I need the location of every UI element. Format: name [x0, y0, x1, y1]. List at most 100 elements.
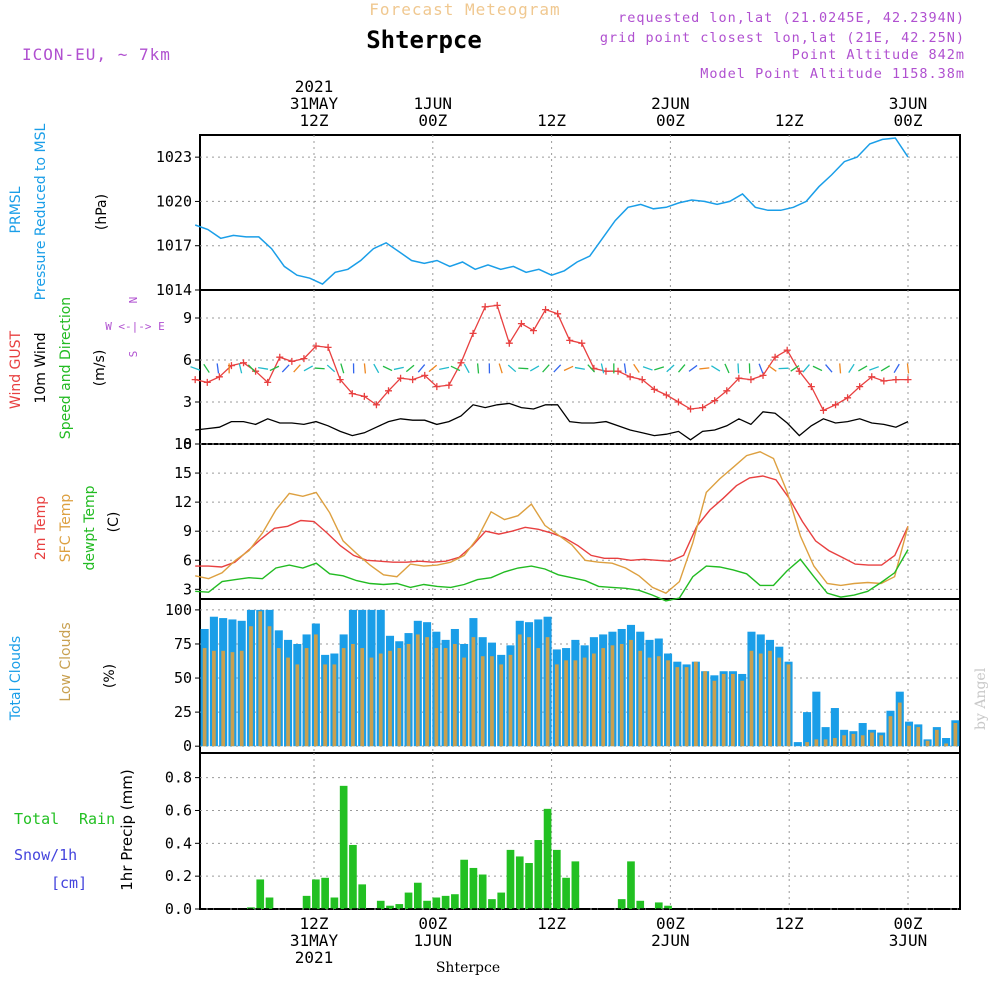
- compass-s: S: [127, 351, 140, 358]
- rain-bar: [571, 861, 580, 909]
- low-cloud-bar: [480, 656, 485, 747]
- point-altitude: Point Altitude 842m: [792, 47, 965, 63]
- wind-direction-arrow: [258, 366, 269, 370]
- rain-bar: [432, 897, 441, 909]
- gust-marker: [481, 303, 489, 311]
- low-cloud-bar: [740, 680, 745, 747]
- gust-marker: [215, 373, 223, 381]
- wind-axis-label: 10m Wind: [33, 332, 49, 403]
- low-cloud-bar: [221, 650, 226, 747]
- wind-direction-arrow: [869, 366, 879, 371]
- gust-marker: [360, 392, 368, 400]
- temp-sfc-axis-label: SFC Temp: [58, 494, 74, 563]
- total-cloud-bar: [858, 723, 867, 747]
- y-tick-label: 9: [183, 522, 192, 540]
- low-cloud-bar: [425, 637, 429, 747]
- rain-bar: [552, 849, 561, 909]
- precip-legend-total: Total: [14, 810, 59, 828]
- compass-n: N: [127, 297, 140, 304]
- precip-legend-snow: Snow/1h: [14, 846, 77, 864]
- wind-direction-arrow: [563, 365, 574, 372]
- top-time-label: 2JUN: [651, 94, 690, 113]
- wind-direction-arrow: [476, 363, 480, 374]
- gust-marker: [276, 353, 284, 361]
- wind-direction-arrow: [688, 364, 698, 372]
- rain-bar: [627, 861, 635, 909]
- low-cloud-bar: [397, 648, 402, 747]
- low-cloud-bar: [712, 680, 717, 747]
- gust-marker: [264, 378, 272, 386]
- gust-marker: [904, 376, 912, 384]
- low-cloud-bar: [517, 634, 522, 747]
- low-cloud-bar: [388, 650, 392, 747]
- wind-direction-arrow: [699, 367, 710, 370]
- gust-marker: [844, 394, 852, 402]
- low-cloud-bar: [471, 637, 476, 747]
- gust-marker: [433, 383, 441, 391]
- low-cloud-bar: [415, 634, 420, 747]
- footer-location: Shterpce: [436, 960, 500, 976]
- y-tick-label: 1020: [156, 192, 192, 210]
- dewpt-line: [195, 549, 909, 602]
- dewpt-axis-label: dewpt Temp: [82, 485, 98, 570]
- y-tick-label: 18: [174, 435, 192, 453]
- gust-marker: [191, 376, 199, 384]
- y-tick-label: 75: [174, 635, 192, 653]
- top-time-label: 12Z: [537, 111, 566, 130]
- low-cloud-bar: [805, 742, 809, 747]
- top-time-label: 2021: [295, 77, 334, 96]
- top-time-label: 3JUN: [889, 94, 928, 113]
- gust-marker: [566, 336, 574, 344]
- low-cloud-bar: [508, 654, 513, 747]
- pressure-axis-label: PRMSL: [8, 186, 24, 233]
- top-time-label: 12Z: [775, 111, 804, 130]
- low-cloud-bar: [314, 634, 318, 747]
- y-tick-label: 100: [165, 601, 192, 619]
- wind-direction-arrow: [623, 363, 627, 374]
- low-cloud-bar: [202, 648, 207, 747]
- y-tick-label: 50: [174, 669, 192, 687]
- wind-direction-arrow: [587, 364, 596, 373]
- y-tick-label: 9: [183, 309, 192, 327]
- top-time-label: 00Z: [656, 111, 685, 130]
- low-cloud-bar: [879, 735, 884, 747]
- y-tick-label: 1017: [156, 237, 192, 255]
- rain-bar: [423, 900, 431, 909]
- gust-marker: [638, 376, 646, 384]
- low-cloud-bar: [638, 650, 643, 747]
- rain-bar: [460, 859, 468, 909]
- rain-bar: [562, 877, 570, 909]
- low-cloud-bar: [694, 661, 698, 747]
- rain-bar: [488, 899, 496, 909]
- bottom-time-label: 2021: [295, 948, 334, 967]
- gust-marker: [421, 371, 429, 379]
- rain-bar: [515, 856, 524, 909]
- pressure-series-line: [194, 137, 909, 285]
- total-cloud-bar: [830, 708, 839, 747]
- low-cloud-bar: [851, 733, 856, 747]
- low-cloud-bar: [490, 656, 494, 747]
- wind-direction-arrow: [428, 364, 438, 373]
- wind-direction-arrow: [216, 363, 220, 374]
- rain-bar: [654, 902, 663, 909]
- gust-marker: [542, 306, 550, 314]
- wind-direction-arrow: [600, 363, 605, 374]
- low-cloud-bar: [527, 637, 531, 747]
- y-tick-label: 0.8: [165, 769, 192, 787]
- low-cloud-bar: [944, 743, 948, 747]
- gust-marker: [747, 376, 755, 384]
- low-cloud-bar: [601, 648, 606, 747]
- model-altitude: Model Point Altitude 1158.38m: [700, 66, 965, 82]
- panel-frame-wind: [199, 289, 961, 445]
- rain-bar: [451, 894, 459, 909]
- gust-marker: [687, 405, 695, 413]
- bottom-time-label: 12Z: [537, 914, 566, 933]
- low-cloud-bar: [369, 657, 374, 747]
- gust-marker: [819, 406, 827, 414]
- low-cloud-bar: [443, 648, 448, 747]
- low-cloud-bar: [499, 664, 504, 747]
- precip-legend-unit: [cm]: [51, 874, 87, 892]
- low-cloud-bar: [462, 657, 466, 747]
- wind-direction-arrow: [758, 363, 764, 374]
- low-cloud-bar: [870, 732, 874, 747]
